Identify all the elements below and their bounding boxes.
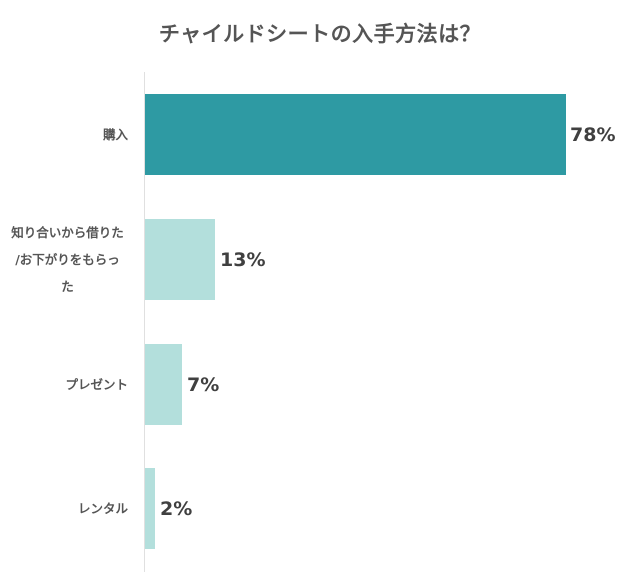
category-label: 購入: [102, 127, 128, 142]
category-label-line: た: [61, 279, 74, 294]
value-label: 78%: [570, 123, 616, 146]
y-axis-line: [144, 72, 145, 572]
bar-rental: [145, 468, 155, 549]
category-label: プレゼント: [65, 377, 128, 392]
category-label: レンタル: [77, 501, 128, 516]
bar-borrowed: [145, 219, 215, 300]
bar-row-purchase: 購入 78%: [0, 94, 640, 175]
value-label: 2%: [160, 497, 193, 520]
bar-row-rental: レンタル 2%: [0, 468, 640, 549]
value-label: 7%: [187, 373, 220, 396]
bar-row-borrowed: 知り合いから借りた /お下がりをもらっ た 13%: [0, 219, 640, 300]
category-label-line: /お下がりをもらっ: [15, 252, 120, 267]
value-label: 13%: [220, 248, 266, 271]
category-label: 知り合いから借りた /お下がりをもらっ た: [0, 219, 135, 300]
bar-present: [145, 344, 182, 425]
chart-title: チャイルドシートの入手方法は？: [158, 22, 482, 46]
category-label-line: 知り合いから借りた: [11, 225, 124, 240]
bar-row-present: プレゼント 7%: [0, 344, 640, 425]
bar-purchase: [145, 94, 566, 175]
